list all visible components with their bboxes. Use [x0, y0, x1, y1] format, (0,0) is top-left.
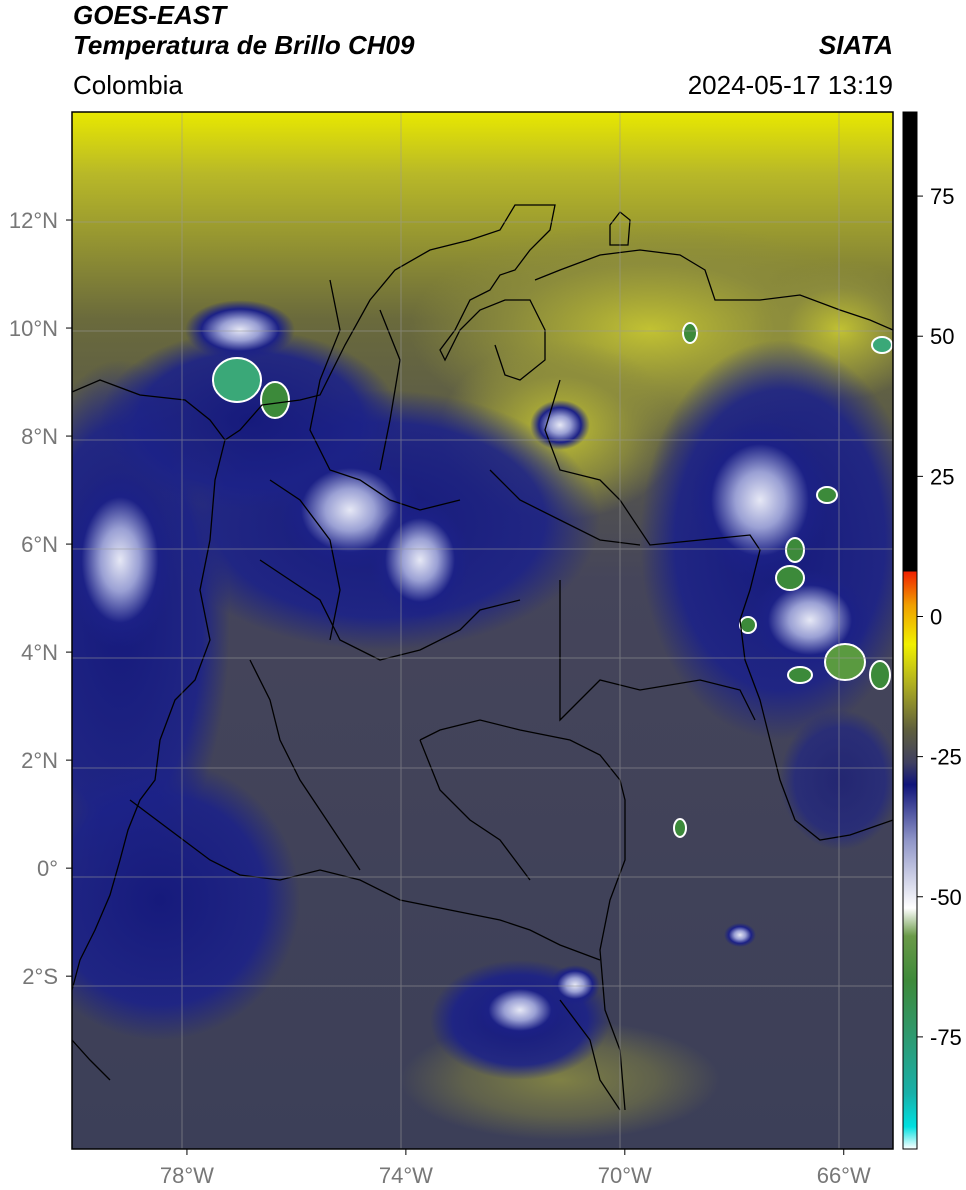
cold-cloud: [550, 965, 600, 1005]
dept-line: [269, 479, 341, 641]
product-title: Temperatura de Brillo CH09: [73, 30, 415, 60]
pacific-coast: [72, 439, 226, 991]
colorbar-tick-label: -75: [930, 1025, 962, 1050]
colorbar-tick-label: 50: [930, 324, 954, 349]
lat-tick-label: 8°N: [21, 424, 58, 449]
longitude-ticks: 78°W 74°W 70°W 66°W: [160, 1149, 871, 1188]
colorbar: 75 50 25 0 -25 -50 -75: [902, 111, 962, 1150]
lon-tick-label: 66°W: [817, 1163, 871, 1188]
colorbar-tick-label: -25: [930, 745, 962, 770]
colorbar-tick-label: 75: [930, 184, 954, 209]
cold-cloud: [724, 923, 756, 947]
dept-line: [249, 659, 361, 871]
cold-cloud: [690, 420, 830, 580]
dept-line: [559, 999, 621, 1111]
coldest-top: [212, 357, 262, 403]
dept-line: [379, 309, 401, 471]
colorbar-frame: [902, 111, 918, 1150]
colorbar-tick-label: 0: [930, 604, 942, 629]
coldest-top: [869, 660, 891, 690]
deep-cloud: [72, 760, 300, 1040]
satellite-title: GOES-EAST: [73, 0, 227, 30]
dept-line: [419, 739, 531, 881]
paraguana-coast: [609, 211, 631, 246]
cold-cloud: [370, 500, 470, 620]
lat-tick-label: 2°S: [22, 964, 58, 989]
latitude-ticks: 12°N 10°N 8°N 6°N 4°N 2°N 0° 2°S: [9, 208, 72, 989]
caribbean-coast: [72, 204, 556, 441]
cold-cloud: [475, 980, 565, 1040]
coldest-top: [682, 322, 698, 344]
cold-cloud: [185, 300, 295, 360]
coldest-top: [824, 643, 866, 681]
lon-tick-label: 70°W: [598, 1163, 652, 1188]
cold-cloud: [72, 470, 175, 650]
dept-line: [309, 279, 461, 511]
brazil-border: [559, 580, 756, 722]
region-label: Colombia: [73, 70, 183, 100]
gridlines: [72, 112, 893, 1149]
coldest-top: [775, 565, 805, 591]
datetime-label: 2024-05-17 13:19: [687, 70, 893, 100]
cold-cloud: [530, 400, 590, 450]
coldest-top: [871, 336, 893, 354]
lat-tick-label: 2°N: [21, 748, 58, 773]
coldest-top: [739, 616, 757, 634]
colorbar-tick-label: -50: [930, 885, 962, 910]
lon-tick-label: 78°W: [160, 1163, 214, 1188]
colorbar-tick-label: 25: [930, 464, 954, 489]
organization-label: SIATA: [818, 30, 893, 60]
lat-tick-label: 6°N: [21, 532, 58, 557]
boundaries: [72, 204, 893, 1111]
lat-tick-label: 10°N: [9, 316, 58, 341]
dept-line: [489, 469, 641, 546]
venezuela-coast: [534, 249, 893, 331]
deep-cloud: [780, 710, 893, 850]
coldest-top: [785, 537, 805, 563]
colorbar-gradient: [903, 112, 917, 1149]
imagery-layer: [72, 112, 893, 1149]
venezuela-border: [544, 379, 893, 841]
lon-tick-label: 74°W: [379, 1163, 433, 1188]
dept-line: [259, 559, 521, 661]
peru-brazil-border: [419, 719, 626, 1111]
lat-tick-label: 4°N: [21, 640, 58, 665]
lat-tick-label: 0°: [37, 856, 58, 881]
coast-south: [72, 1039, 111, 1081]
lat-tick-label: 12°N: [9, 208, 58, 233]
coldest-top: [787, 666, 813, 684]
coldest-top: [673, 818, 687, 838]
map-frame: [71, 111, 894, 1150]
colorbar-ticks: 75 50 25 0 -25 -50 -75: [917, 184, 962, 1050]
coldest-top: [816, 486, 838, 504]
coldest-top: [260, 381, 290, 419]
ecuador-peru-border: [129, 799, 601, 961]
